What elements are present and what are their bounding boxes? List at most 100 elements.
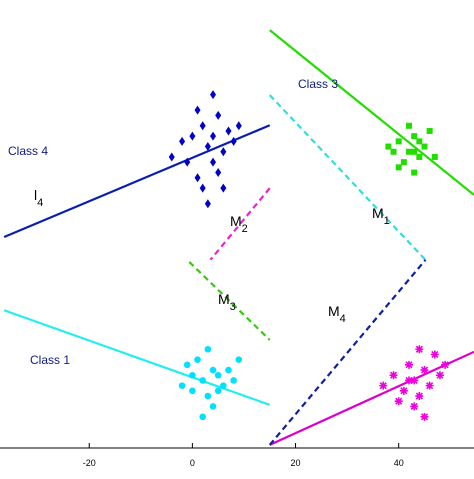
point <box>209 366 217 374</box>
point <box>394 397 403 406</box>
point <box>411 148 418 155</box>
point <box>215 168 222 178</box>
point <box>194 173 201 183</box>
fit-line <box>269 29 474 196</box>
point <box>441 360 450 369</box>
point <box>199 413 207 421</box>
fit-line <box>3 309 271 406</box>
x-tick-label: 0 <box>190 458 195 468</box>
dashed-line <box>268 94 427 261</box>
point <box>406 122 413 129</box>
point <box>204 199 211 209</box>
point <box>210 131 217 141</box>
x-tick-label: 20 <box>291 458 301 468</box>
point <box>220 147 227 157</box>
point <box>390 148 397 155</box>
point <box>179 136 186 146</box>
point <box>411 169 418 176</box>
point <box>230 377 237 384</box>
point <box>230 136 237 146</box>
point <box>189 387 196 395</box>
annotation-text: Class 4 <box>8 144 48 158</box>
point <box>435 371 444 380</box>
annotation-subscript: 1 <box>384 215 390 227</box>
dashed-line <box>188 261 271 341</box>
point <box>431 153 438 160</box>
x-tick-label: -20 <box>83 458 96 468</box>
point <box>400 159 407 166</box>
point <box>184 157 191 167</box>
annotation-text: M <box>372 205 384 221</box>
point <box>399 386 408 395</box>
annotation: M4 <box>328 303 346 325</box>
annotation-text: M <box>230 213 242 229</box>
point <box>194 105 201 115</box>
annotation: Class 1 <box>30 353 70 367</box>
annotation: Class 4 <box>8 144 48 158</box>
point <box>194 356 201 363</box>
point <box>426 127 433 134</box>
point <box>389 371 398 380</box>
annotation: M1 <box>372 205 390 227</box>
point <box>220 382 227 389</box>
annotation: M2 <box>230 213 248 235</box>
point <box>204 392 212 400</box>
point <box>225 126 232 136</box>
point <box>210 90 217 100</box>
point <box>379 381 388 390</box>
point <box>420 366 429 375</box>
point <box>411 133 418 140</box>
point <box>168 152 175 162</box>
point <box>204 345 212 353</box>
point <box>220 183 227 193</box>
annotation-text: M <box>218 291 230 307</box>
point <box>406 148 413 155</box>
point <box>225 366 232 374</box>
annotation-subscript: 4 <box>37 197 43 209</box>
x-tick-label: 40 <box>394 458 404 468</box>
point <box>421 143 428 150</box>
point <box>416 138 423 145</box>
point <box>215 110 222 120</box>
point <box>214 371 222 379</box>
annotation: l4 <box>34 187 43 209</box>
annotation: Class 3 <box>298 77 338 91</box>
point <box>395 138 402 145</box>
point <box>199 183 206 193</box>
point <box>410 376 419 385</box>
point <box>189 131 196 141</box>
point <box>410 402 419 411</box>
point <box>199 377 207 384</box>
annotation-subscript: 4 <box>340 313 346 325</box>
point <box>416 153 423 160</box>
annotation-text: l <box>34 187 37 203</box>
point <box>189 371 196 379</box>
fit-line <box>3 124 271 239</box>
point <box>385 143 392 150</box>
point <box>420 412 429 421</box>
point <box>415 345 424 354</box>
point <box>415 392 424 401</box>
point <box>425 381 434 390</box>
point <box>199 121 206 131</box>
dashed-line <box>209 187 271 261</box>
annotation-subscript: 3 <box>230 301 236 313</box>
point <box>235 121 242 131</box>
point <box>209 403 217 410</box>
annotation-subscript: 2 <box>242 223 248 235</box>
point <box>405 376 414 385</box>
dashed-line <box>268 259 427 446</box>
point <box>395 164 402 171</box>
point <box>235 356 243 363</box>
point <box>183 361 191 369</box>
point <box>214 387 222 395</box>
point <box>204 142 211 152</box>
fit-line <box>269 350 474 446</box>
annotation: M3 <box>218 291 236 313</box>
point <box>405 360 414 369</box>
annotation-text: M <box>328 303 340 319</box>
annotation-text: Class 1 <box>30 353 70 367</box>
point <box>210 157 217 167</box>
point <box>430 350 439 359</box>
